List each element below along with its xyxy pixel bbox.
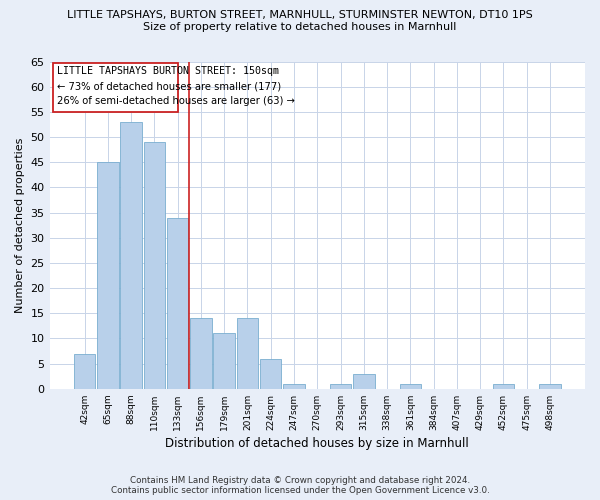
Bar (330, 384, 351, 389)
Bar (214, 334, 235, 389)
Text: Size of property relative to detached houses in Marnhull: Size of property relative to detached ho… (143, 22, 457, 32)
Bar (539, 384, 560, 389)
Bar (400, 384, 421, 389)
Bar (493, 384, 514, 389)
Text: LITTLE TAPSHAYS BURTON STREET: 150sqm: LITTLE TAPSHAYS BURTON STREET: 150sqm (58, 66, 280, 76)
Bar (167, 218, 188, 389)
Bar (121, 122, 142, 389)
Bar (143, 142, 165, 389)
Text: 26% of semi-detached houses are larger (63) →: 26% of semi-detached houses are larger (… (58, 96, 295, 106)
Bar (283, 384, 305, 389)
Bar (190, 318, 212, 389)
Text: Contains HM Land Registry data © Crown copyright and database right 2024.: Contains HM Land Registry data © Crown c… (130, 476, 470, 485)
Bar (260, 358, 281, 389)
Bar (237, 318, 258, 389)
Text: Contains public sector information licensed under the Open Government Licence v3: Contains public sector information licen… (110, 486, 490, 495)
Text: LITTLE TAPSHAYS, BURTON STREET, MARNHULL, STURMINSTER NEWTON, DT10 1PS: LITTLE TAPSHAYS, BURTON STREET, MARNHULL… (67, 10, 533, 20)
Bar (74, 354, 95, 389)
Y-axis label: Number of detached properties: Number of detached properties (15, 138, 25, 313)
Bar (353, 374, 374, 389)
Text: ← 73% of detached houses are smaller (177): ← 73% of detached houses are smaller (17… (58, 81, 281, 91)
X-axis label: Distribution of detached houses by size in Marnhull: Distribution of detached houses by size … (166, 437, 469, 450)
Bar (97, 162, 119, 389)
